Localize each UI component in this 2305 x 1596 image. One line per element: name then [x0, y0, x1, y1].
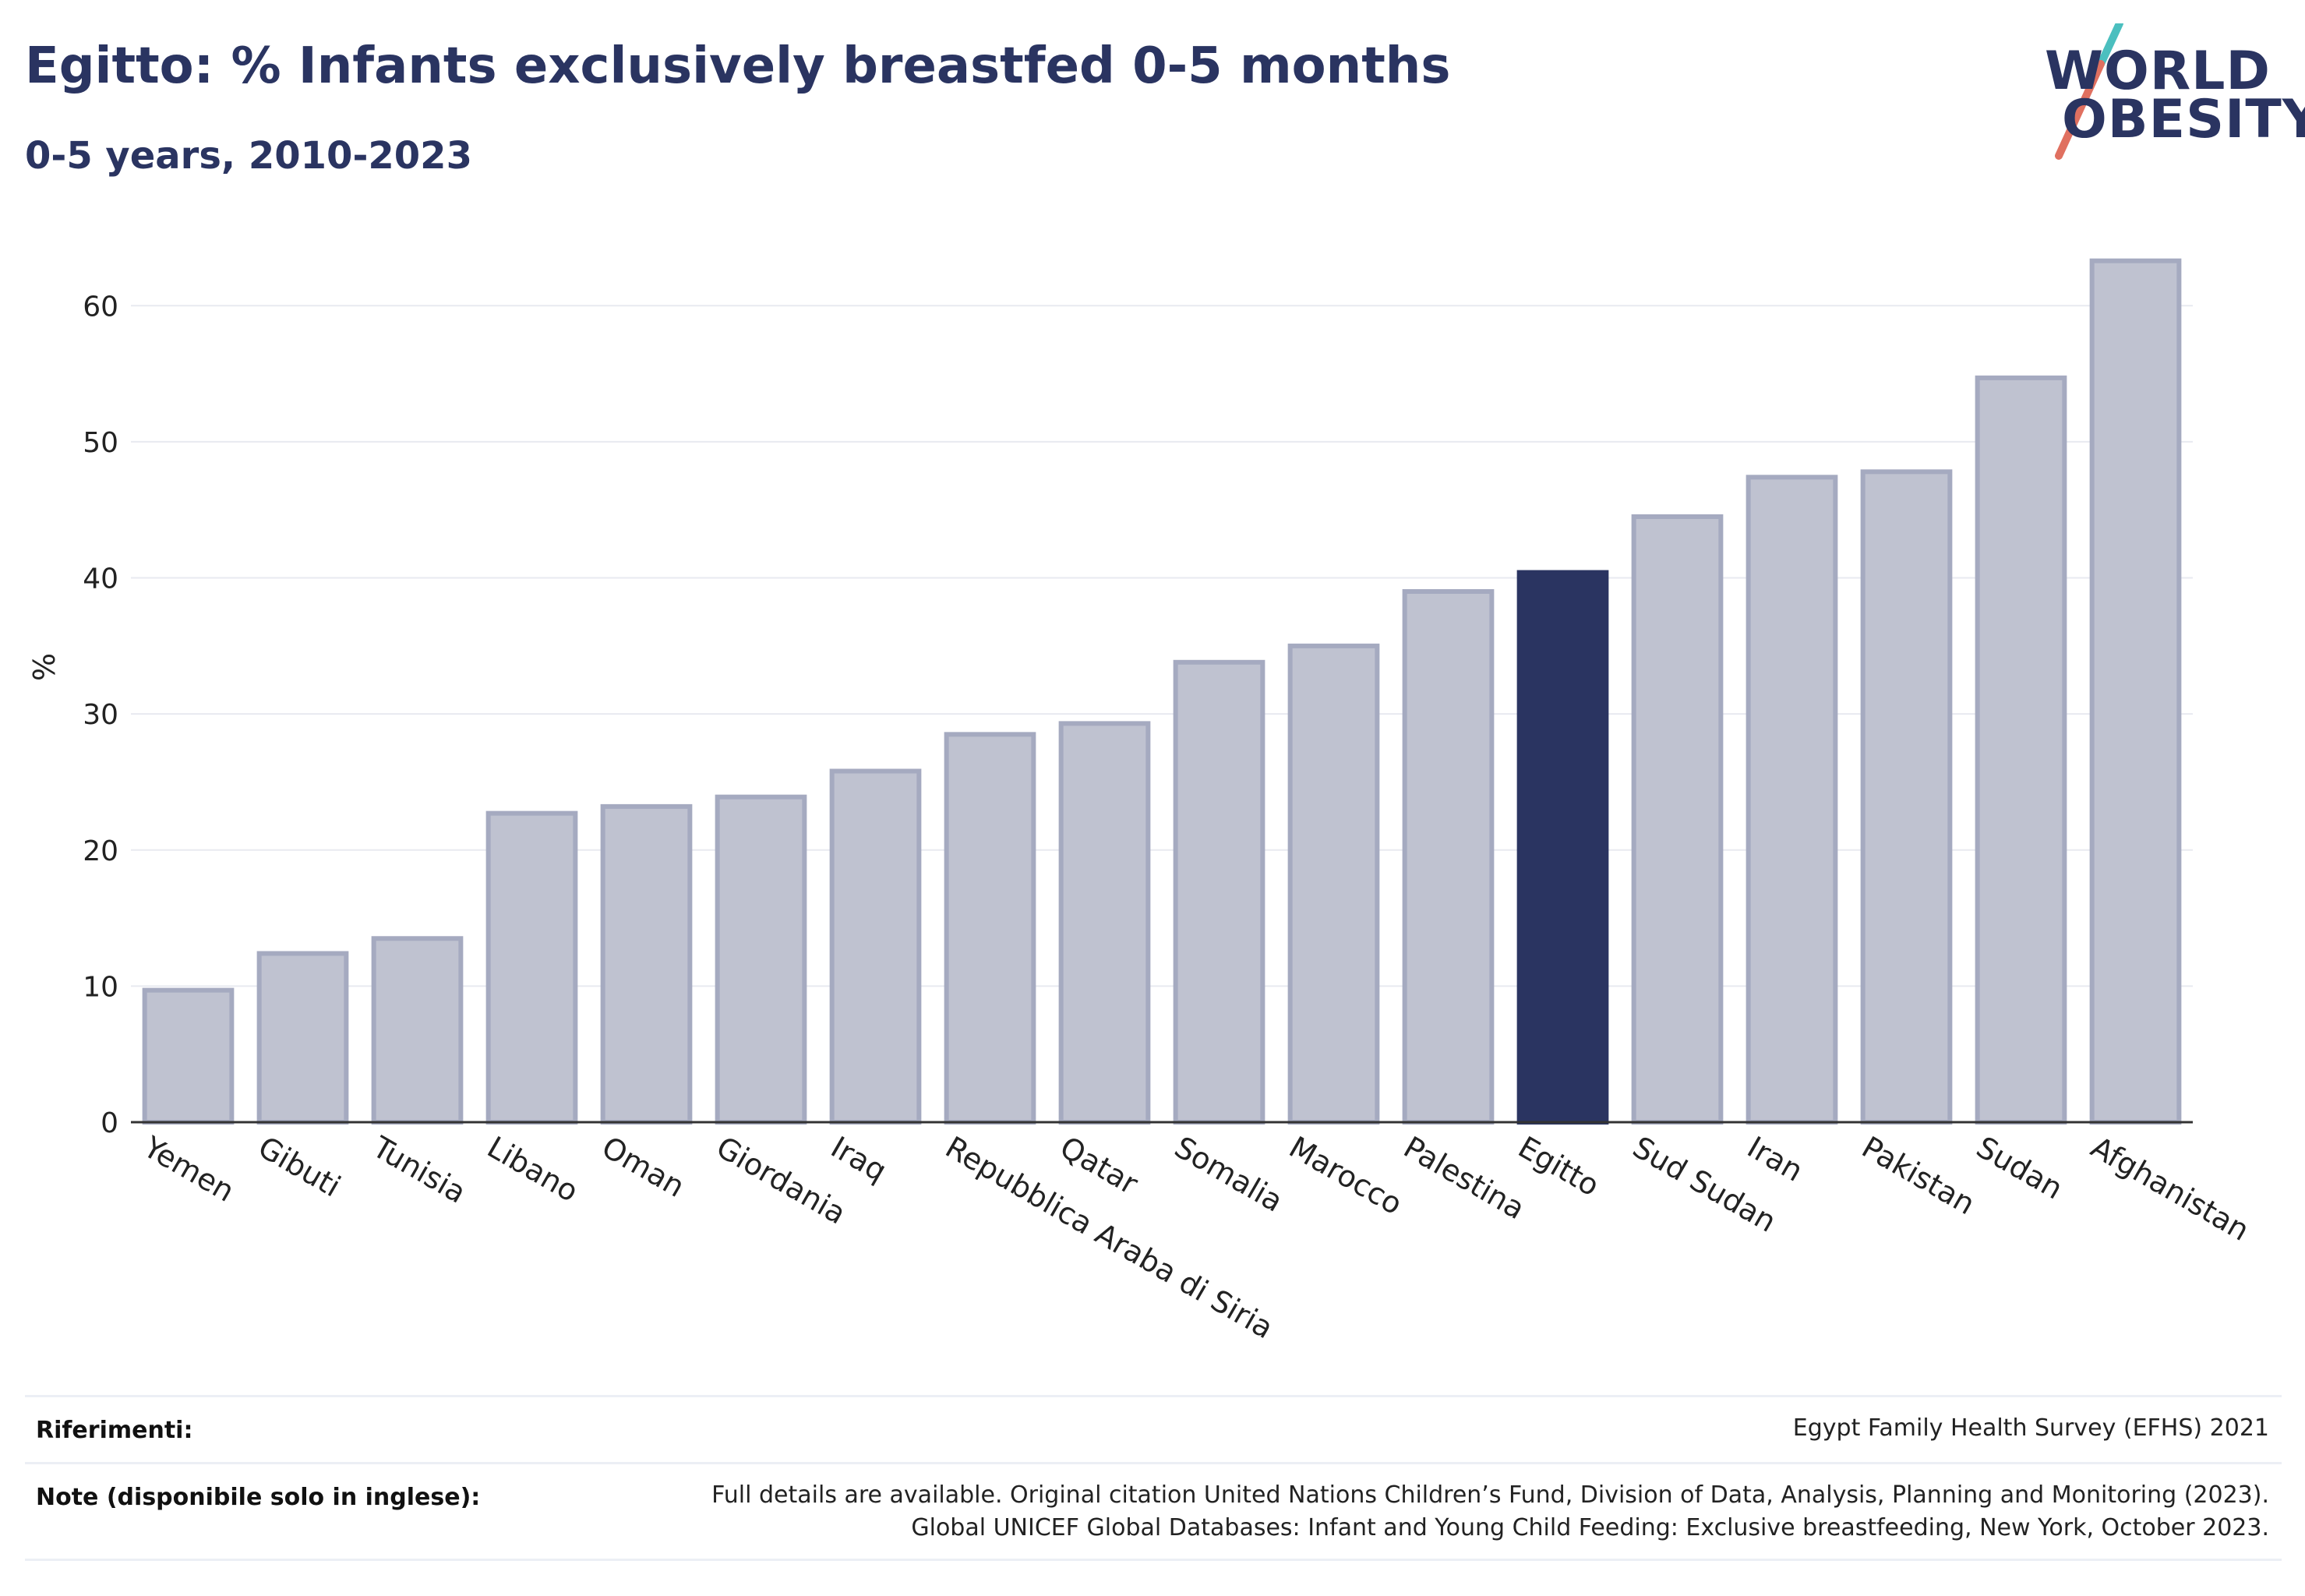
bar-oman: [600, 803, 693, 1125]
bar-highlight-egitto: [1516, 570, 1609, 1125]
bar-repubblica-araba-di-siria: [944, 732, 1036, 1125]
bar-gibuti: [256, 951, 349, 1125]
x-tick-label: Sudan: [1971, 1130, 2069, 1206]
logo-slash-icon: [2055, 23, 2123, 160]
bar-afghanistan: [2089, 258, 2182, 1125]
x-axis-ticks: Yemen Gibuti Tunisia Libano Oman GiordaniaIra…: [137, 1129, 2255, 1345]
logo-text-world: WORLD: [2045, 41, 2271, 102]
y-tick-label: 50: [83, 427, 118, 459]
x-tick-label: Tunisia: [366, 1129, 471, 1210]
x-tick-label: Yemen: [137, 1129, 240, 1209]
bar-iran: [1746, 475, 1838, 1125]
notes-line-1: Full details are available. Original cit…: [711, 1481, 2269, 1509]
x-tick-label: Iran: [1742, 1130, 1809, 1188]
x-tick-label: Qatar: [1054, 1130, 1144, 1202]
chart-subtitle: 0-5 years, 2010-2023: [25, 134, 472, 178]
footer-divider: [25, 1462, 2282, 1464]
bar-iraq: [829, 768, 922, 1125]
footer-divider: [25, 1395, 2282, 1397]
notes-label: Note (disponibile solo in inglese):: [36, 1484, 481, 1511]
footer-divider: [25, 1559, 2282, 1561]
y-tick-label: 10: [83, 971, 118, 1003]
x-tick-label: Giordania: [711, 1130, 852, 1231]
bars: [142, 258, 2182, 1125]
bar-palestina: [1402, 589, 1495, 1125]
y-tick-label: 0: [101, 1107, 118, 1139]
bar-pakistan: [1860, 469, 1953, 1125]
bar-giordania: [715, 794, 807, 1125]
references-value: Egypt Family Health Survey (EFHS) 2021: [1792, 1414, 2269, 1442]
y-tick-label: 60: [83, 291, 118, 323]
y-axis-label: %: [27, 653, 62, 681]
bar-tunisia: [371, 936, 464, 1125]
y-axis-ticks: 0 10 20 30 40 50 60: [83, 291, 118, 1139]
chart-title: Egitto: % Infants exclusively breastfed …: [25, 37, 1451, 95]
x-tick-label: Oman: [596, 1130, 690, 1204]
bar-marocco: [1287, 643, 1380, 1125]
world-obesity-logo: WORLD OBESITY: [2026, 23, 2305, 164]
x-tick-label: Afghanistan: [2085, 1130, 2255, 1248]
y-tick-label: 30: [83, 699, 118, 731]
x-tick-label: Libano: [482, 1130, 584, 1209]
x-tick-label: Marocco: [1283, 1130, 1408, 1222]
x-tick-label: Gibuti: [252, 1130, 346, 1204]
grid-lines: [131, 305, 2193, 987]
notes-line-2: Global UNICEF Global Databases: Infant a…: [911, 1514, 2269, 1541]
bar-sudan: [1975, 375, 2067, 1125]
bar-yemen: [142, 987, 235, 1125]
bar-qatar: [1058, 721, 1151, 1125]
y-tick-label: 40: [83, 563, 118, 595]
bar-chart: 0 10 20 30 40 50 60 % Yemen Gibuti Tunisia Libano…: [27, 258, 2255, 1345]
references-label: Riferimenti:: [36, 1417, 193, 1444]
y-tick-label: 20: [83, 835, 118, 867]
bar-libano: [485, 810, 578, 1125]
bar-somalia: [1173, 659, 1265, 1125]
bar-sud-sudan: [1631, 514, 1724, 1125]
logo-text-obesity: OBESITY: [2062, 89, 2305, 150]
x-tick-label: Pakistan: [1856, 1130, 1981, 1222]
x-tick-label: Palestina: [1398, 1130, 1530, 1227]
x-tick-label: Egitto: [1513, 1130, 1605, 1203]
x-tick-label: Somalia: [1169, 1130, 1289, 1219]
x-tick-label: Iraq: [825, 1130, 892, 1188]
